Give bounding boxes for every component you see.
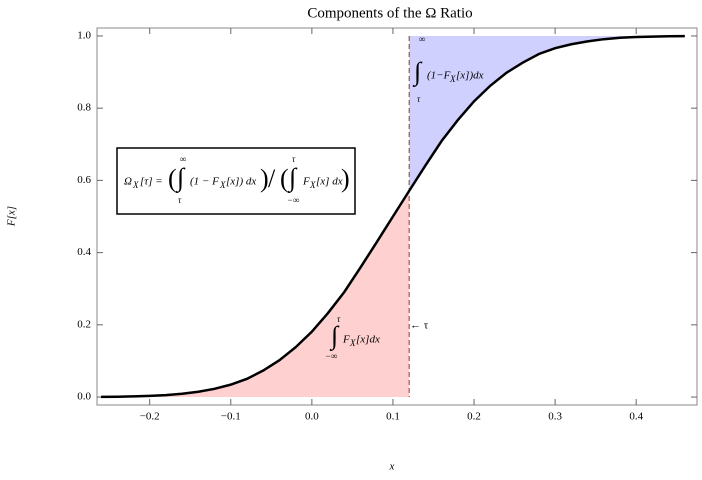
y-axis-label: F[x]: [6, 206, 18, 227]
formula-lhs: Ω: [124, 176, 132, 188]
formula-integral: ∫: [175, 163, 186, 193]
formula-lower: τ: [178, 195, 182, 205]
formula-sub: X: [219, 180, 226, 190]
formula-integral: ∫: [287, 163, 298, 193]
integral-sign: ∫: [412, 57, 423, 87]
x-axis-label: x: [389, 461, 395, 473]
upper-integral: ∞ ∫ τ (1−F X [x])dx: [412, 34, 484, 104]
x-tick-label: 0.0: [305, 411, 319, 423]
tau-label: ← τ: [410, 320, 429, 332]
integral-sub: X: [349, 338, 356, 348]
formula-text: F: [302, 176, 310, 188]
lower-area: [101, 190, 410, 398]
x-tick-label: 0.2: [467, 411, 481, 423]
cdf-line: [101, 34, 685, 399]
formula-sub: X: [309, 180, 316, 190]
formula-paren: ): [341, 164, 350, 193]
integral-lower: τ: [417, 94, 421, 104]
integral-sub: X: [449, 74, 456, 84]
formula-paren: ): [260, 164, 269, 193]
y-tick-label: 0.6: [77, 174, 91, 186]
integral-upper: τ: [337, 314, 341, 324]
formula-lower: −∞: [287, 195, 300, 205]
integral-rest: [x]dx: [356, 334, 380, 346]
integral-body: F: [342, 334, 350, 346]
x-tick-label: 0.3: [548, 411, 562, 423]
formula-upper: ∞: [180, 154, 186, 164]
x-tick-label: 0.4: [629, 411, 643, 423]
lower-integral: τ ∫ −∞ F X [x]dx: [325, 314, 380, 361]
formula-text: [τ] =: [140, 176, 163, 188]
integral-body: (1−F: [427, 70, 451, 82]
y-tick-label: 0.4: [77, 246, 91, 258]
formula-upper: τ: [292, 154, 296, 164]
y-tick-label: 0.8: [77, 102, 91, 114]
integral-upper: ∞: [419, 34, 425, 44]
upper-area: [409, 35, 685, 191]
y-tick-label: 0.2: [77, 318, 91, 330]
fills: [101, 35, 685, 398]
y-tick-label: 0.0: [77, 391, 91, 403]
plot-frame: [96, 27, 698, 406]
integral-rest: [x])dx: [456, 70, 484, 82]
formula-box: [116, 147, 356, 215]
formula-paren: (: [280, 164, 289, 193]
integral-sign: ∫: [329, 321, 340, 351]
x-tick-label: −0.2: [140, 411, 160, 423]
integral-lower: −∞: [325, 351, 338, 361]
x-tick-label: 0.1: [386, 411, 400, 423]
formula-slash: /: [268, 164, 276, 193]
formula-text: [x] dx: [316, 176, 343, 188]
formula-text: [x]) dx: [226, 176, 256, 188]
y-tick-label: 1.0: [77, 29, 91, 41]
x-tick-label: −0.1: [221, 411, 241, 423]
formula-text: (1 − F: [190, 176, 219, 188]
formula-paren: (: [168, 164, 177, 193]
formula-sub: X: [132, 180, 139, 190]
chart-title: Components of the Ω Ratio: [307, 5, 472, 21]
formula: Ω X [τ] = ( ∫ ∞ τ (1 − F X [x]) dx ) / (…: [124, 154, 350, 205]
